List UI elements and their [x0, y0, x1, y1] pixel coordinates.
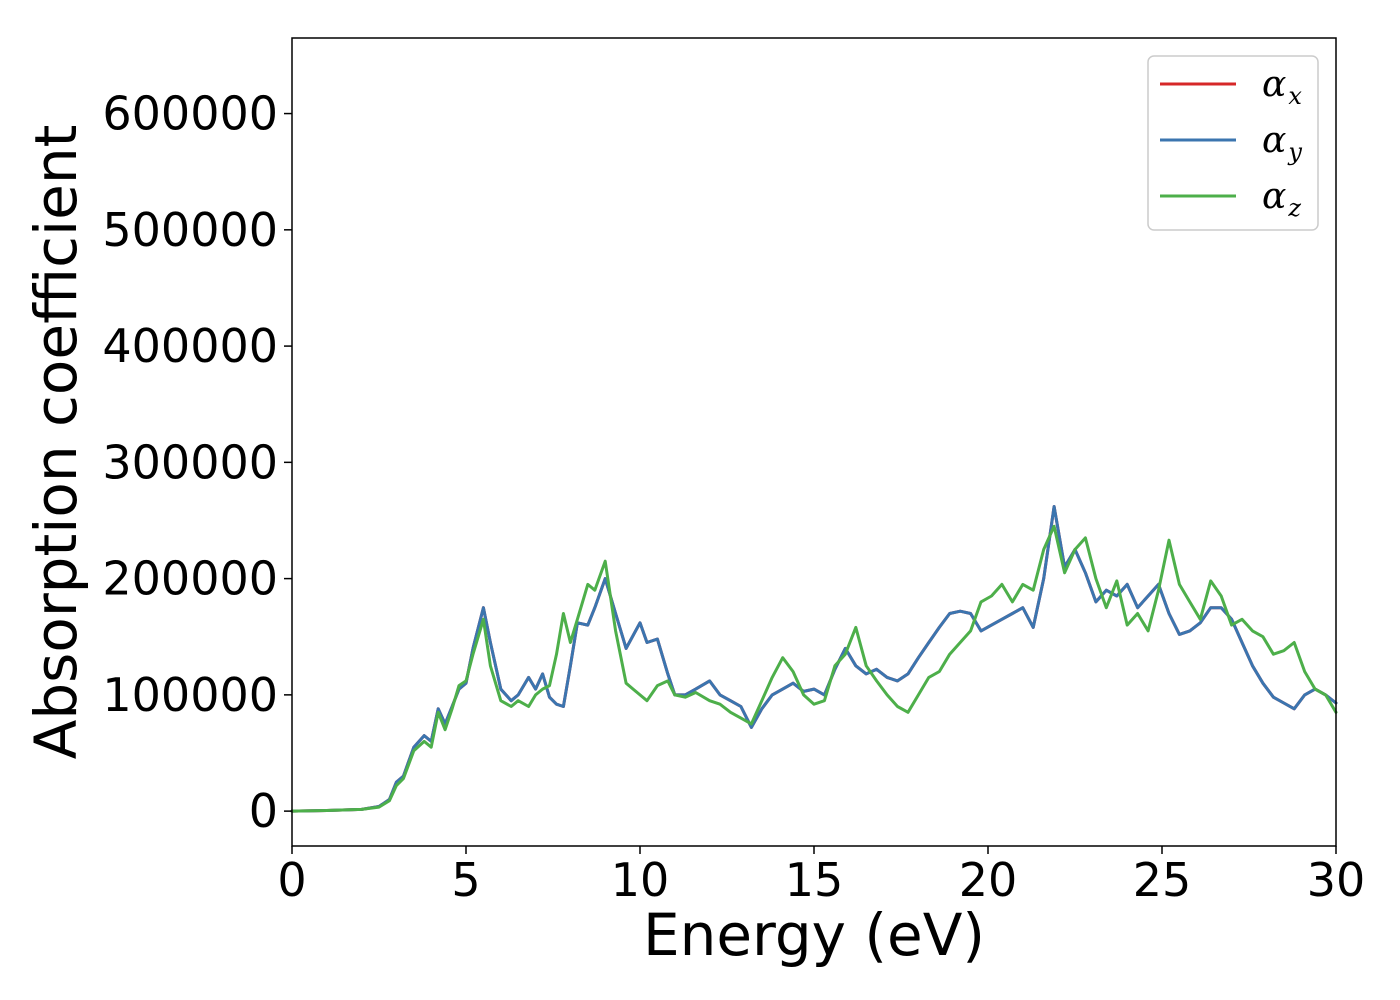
x-tick-label: 25	[1133, 853, 1192, 907]
legend-box	[1147, 55, 1319, 231]
y-tick-label: 0	[249, 784, 278, 838]
series-line-z	[290, 524, 1338, 813]
y-tick-label: 400000	[102, 319, 278, 373]
x-tick-label: 5	[451, 853, 480, 907]
legend-label-subscript: x	[1288, 82, 1302, 110]
legend-label-subscript: y	[1287, 138, 1302, 166]
series-line-y	[290, 505, 1338, 813]
x-tick-label: 15	[785, 853, 844, 907]
x-tick-label: 0	[277, 853, 306, 907]
y-axis-title: Absorption coefficient	[22, 125, 90, 760]
legend-label-subscript: z	[1287, 194, 1301, 222]
y-tick-label: 600000	[102, 87, 278, 141]
x-axis: 0 5 10 15 20 25 30	[277, 846, 1365, 907]
x-axis-title: Energy (eV)	[643, 901, 985, 969]
y-axis: 0 100000 200000 300000 400000 500000 600000	[102, 87, 292, 838]
x-tick-label: 30	[1307, 853, 1366, 907]
y-tick-label: 300000	[102, 435, 278, 489]
x-tick-label: 10	[611, 853, 670, 907]
y-tick-label: 500000	[102, 203, 278, 257]
series-layer	[290, 505, 1338, 813]
x-tick-label: 20	[959, 853, 1018, 907]
y-tick-label: 100000	[102, 668, 278, 722]
y-tick-label: 200000	[102, 552, 278, 606]
